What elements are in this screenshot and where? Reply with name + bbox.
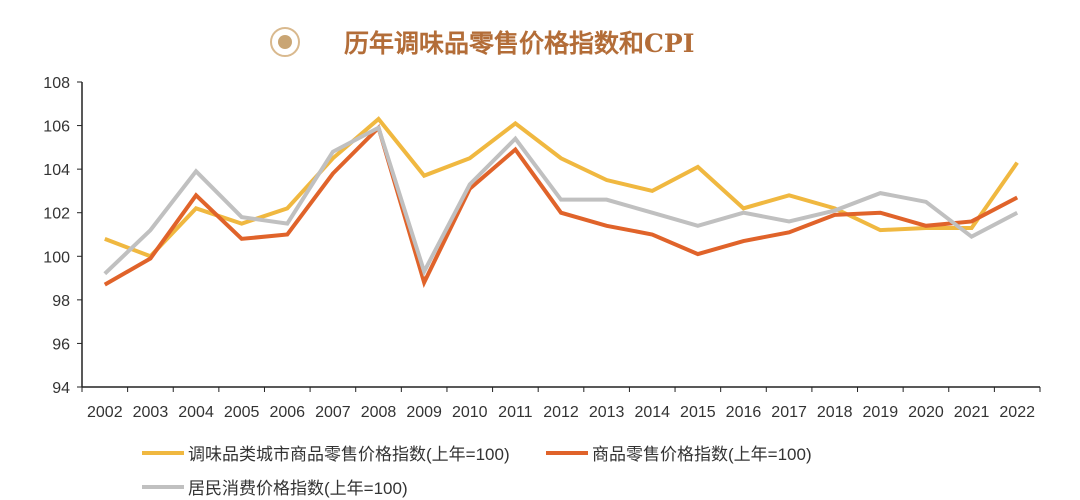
x-tick-label: 2019 bbox=[863, 404, 899, 421]
x-tick-label: 2017 bbox=[771, 404, 807, 421]
y-tick-label: 100 bbox=[43, 249, 70, 266]
series-line-0 bbox=[104, 116, 1019, 259]
x-tick-label: 2009 bbox=[406, 404, 442, 421]
x-tick-label: 2006 bbox=[269, 404, 305, 421]
legend-label: 调味品类城市商品零售价格指数(上年=100) bbox=[188, 445, 510, 464]
y-tick-label: 104 bbox=[43, 162, 70, 179]
legend-swatch bbox=[142, 450, 184, 455]
legend-label: 商品零售价格指数(上年=100) bbox=[592, 445, 812, 464]
x-tick-label: 2012 bbox=[543, 404, 579, 421]
x-tick-label: 2013 bbox=[589, 404, 625, 421]
chart-title: 历年调味品零售价格指数和CPI bbox=[344, 29, 695, 58]
x-tick-label: 2002 bbox=[87, 404, 123, 421]
series-line-1 bbox=[103, 123, 1019, 288]
y-tick-label: 96 bbox=[52, 336, 70, 353]
x-tick-label: 2021 bbox=[954, 404, 990, 421]
y-tick-label: 102 bbox=[43, 206, 70, 223]
legend-item-1: 商品零售价格指数(上年=100) bbox=[546, 440, 812, 465]
y-tick-label: 108 bbox=[43, 75, 70, 92]
legend-item-0: 调味品类城市商品零售价格指数(上年=100) bbox=[142, 440, 510, 465]
x-tick-label: 2014 bbox=[634, 404, 670, 421]
y-tick-label: 106 bbox=[43, 119, 70, 136]
x-tick-label: 2007 bbox=[315, 404, 351, 421]
y-tick-label: 98 bbox=[52, 293, 70, 310]
legend-item-2: 居民消费价格指数(上年=100) bbox=[142, 474, 408, 499]
x-tick-label: 2003 bbox=[133, 404, 169, 421]
x-tick-label: 2010 bbox=[452, 404, 488, 421]
x-tick-label: 2022 bbox=[999, 404, 1035, 421]
x-tick-label: 2011 bbox=[498, 404, 533, 421]
series-line-2 bbox=[103, 124, 1019, 277]
x-tick-label: 2018 bbox=[817, 404, 853, 421]
x-tick-label: 2015 bbox=[680, 404, 716, 421]
chart-title-block: 历年调味品零售价格指数和CPI bbox=[270, 22, 694, 62]
legend-swatch bbox=[142, 484, 184, 489]
legend-label: 居民消费价格指数(上年=100) bbox=[188, 479, 408, 498]
legend-swatch bbox=[546, 450, 588, 455]
x-tick-label: 2016 bbox=[726, 404, 762, 421]
x-tick-label: 2005 bbox=[224, 404, 260, 421]
y-tick-label: 94 bbox=[52, 380, 70, 397]
circle-bullet-icon bbox=[270, 27, 300, 57]
x-tick-label: 2008 bbox=[361, 404, 397, 421]
x-tick-label: 2020 bbox=[908, 404, 944, 421]
x-tick-label: 2004 bbox=[178, 404, 214, 421]
